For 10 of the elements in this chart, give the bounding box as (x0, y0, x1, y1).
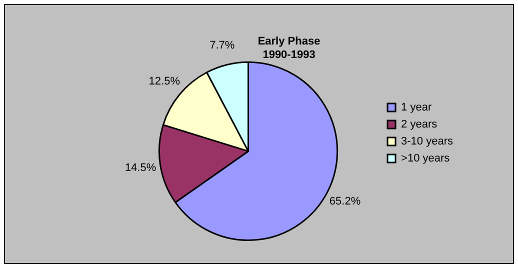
text: 1990-1993 (262, 48, 316, 61)
legend-label: 2 years (401, 118, 438, 131)
data-label: 14.5% (124, 162, 156, 174)
data-label: 7.7% (210, 39, 235, 52)
legend-label: 3-10 years (401, 136, 454, 148)
data-label: 65.2% (329, 196, 361, 208)
data-label: 12.5% (148, 76, 180, 88)
legend-label: >10 years (401, 152, 450, 165)
chart-title: Early Phase (258, 36, 320, 48)
legend-label: 1 year (401, 102, 432, 114)
